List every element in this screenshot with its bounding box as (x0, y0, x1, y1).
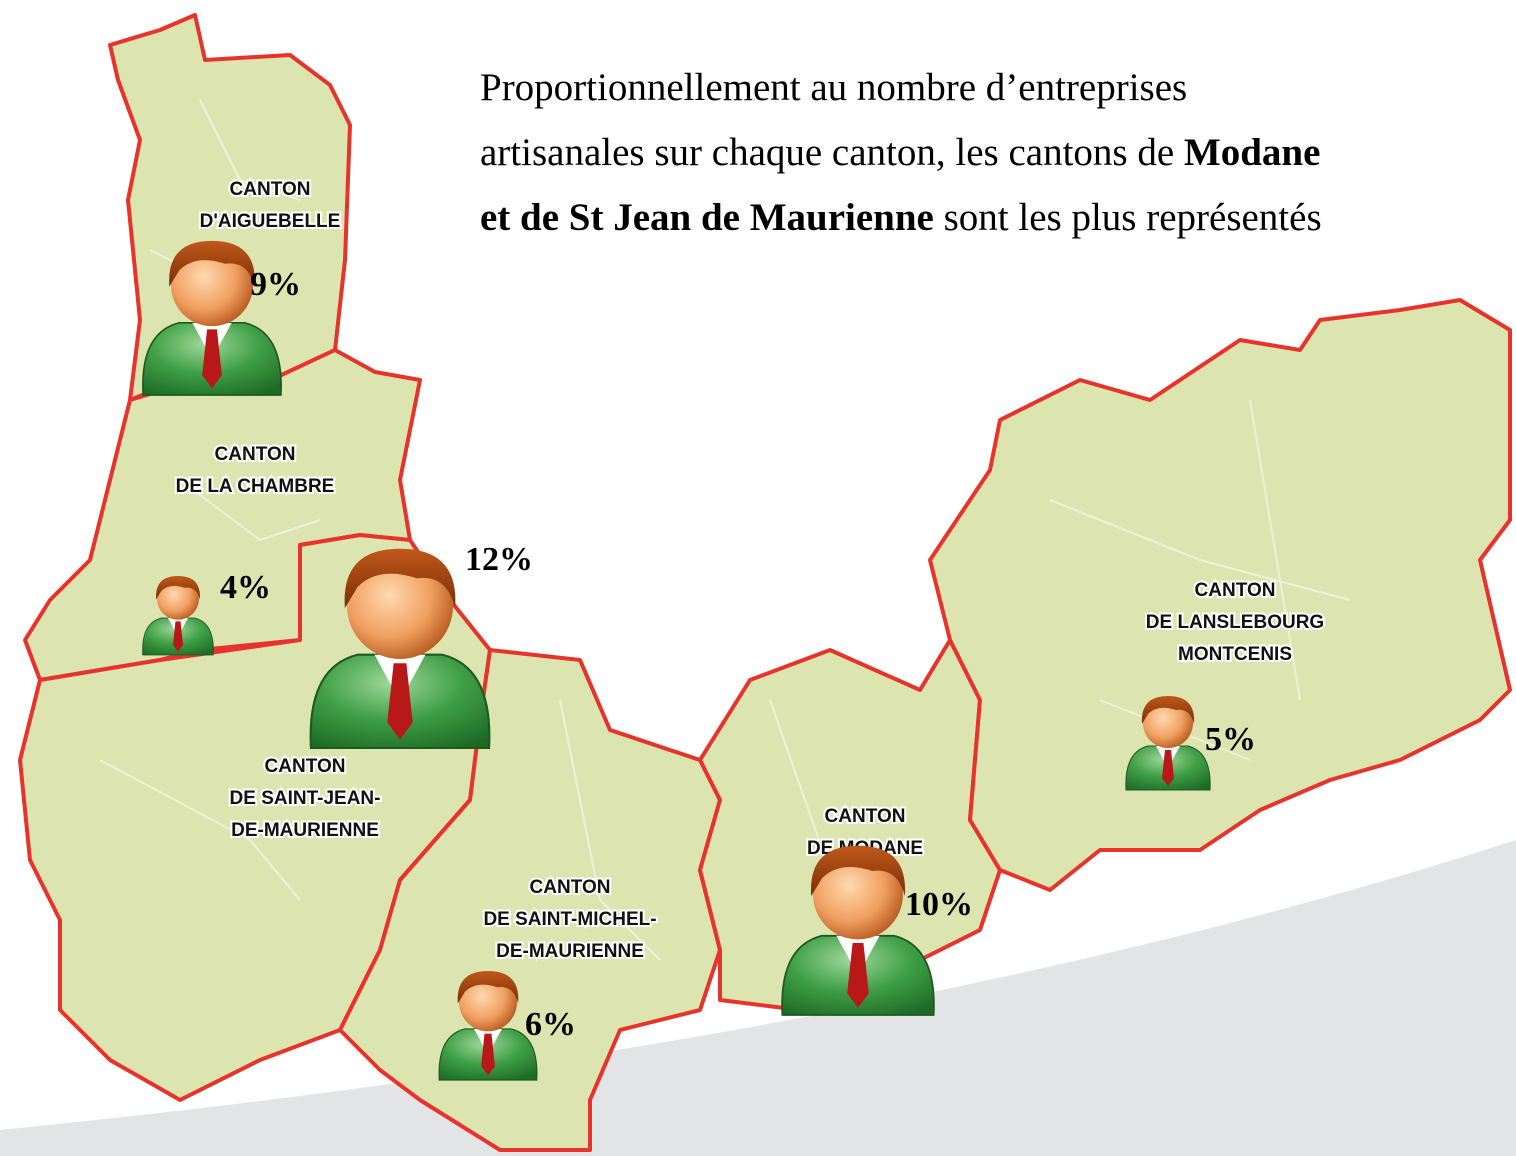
canton-name-line: DE-MAURIENNE (496, 941, 644, 962)
canton-name-line: CANTON (825, 806, 906, 827)
canton-share: 5% (1205, 721, 1256, 758)
canton-name-line: DE SAINT-MICHEL- (483, 909, 656, 930)
canton-name-line: CANTON (530, 877, 611, 898)
icon-head (171, 244, 254, 327)
canton-name-line: DE-MAURIENNE (231, 820, 379, 841)
canton-share: 10% (905, 886, 973, 923)
icon-tie (847, 943, 869, 1008)
canton-share: 12% (465, 541, 533, 578)
canton-share: 4% (220, 569, 271, 606)
background-swoosh (0, 840, 1516, 1156)
icon-head (347, 552, 453, 659)
icon-tie (481, 1033, 495, 1076)
canton-label: CANTON DE LA CHAMBRE (174, 442, 337, 499)
icon-head (459, 973, 517, 1032)
canton-label: CANTON DE SAINT-MICHEL- DE-MAURIENNE (481, 875, 658, 964)
canton-name-line: DE LA CHAMBRE (176, 476, 335, 497)
canton-label: CANTON D'AIGUEBELLE (198, 177, 343, 234)
icon-hair (156, 576, 200, 600)
canton-name-line: MONTCENIS (1178, 644, 1292, 665)
icon-hair (457, 970, 519, 1004)
person-icon (438, 970, 538, 1081)
text-run: et de St Jean de Maurienne (480, 196, 934, 239)
person-icon (142, 240, 282, 396)
region-modane (698, 638, 1002, 1012)
person-icon (781, 845, 935, 1016)
icon-tie (202, 329, 222, 389)
canton-name-line: CANTON (265, 756, 346, 777)
canton-name-line: CANTON (230, 179, 311, 200)
summary-text: Proportionnellement au nombre d’entrepri… (480, 66, 1322, 239)
canton-name-line: DE LANSLEBOURG (1146, 612, 1324, 633)
icon-head (157, 577, 199, 620)
icon-hair (1141, 696, 1195, 724)
region-lanslebourg (928, 298, 1512, 892)
text-run: Modane (1184, 131, 1321, 174)
canton-label: CANTON DE LANSLEBOURG MONTCENIS (1144, 578, 1326, 667)
canton-share: 6% (525, 1006, 576, 1043)
text-run: sont les plus représentés (934, 196, 1322, 239)
canton-name-line: D'AIGUEBELLE (200, 211, 341, 232)
person-icon (142, 576, 214, 656)
canton-name-line: CANTON (1195, 580, 1276, 601)
icon-hair (169, 240, 255, 287)
person-icon (1125, 696, 1211, 791)
icon-hair (344, 548, 456, 609)
canton-share: 9% (250, 266, 301, 303)
canton-label: CANTON DE SAINT-JEAN- DE-MAURIENNE (228, 754, 383, 843)
text-run: Proportionnellement au nombre d’entrepri… (480, 66, 1187, 109)
canton-name-line: CANTON (215, 444, 296, 465)
icon-tie (387, 663, 413, 740)
icon-head (813, 849, 903, 940)
text-run: artisanales sur chaque canton, les canto… (480, 131, 1184, 174)
person-icon (309, 548, 491, 750)
icon-head (1143, 698, 1193, 748)
icon-tie (1162, 750, 1174, 786)
icon-tie (172, 621, 184, 652)
icon-hair (810, 845, 906, 897)
canton-name-line: DE SAINT-JEAN- (230, 788, 381, 809)
